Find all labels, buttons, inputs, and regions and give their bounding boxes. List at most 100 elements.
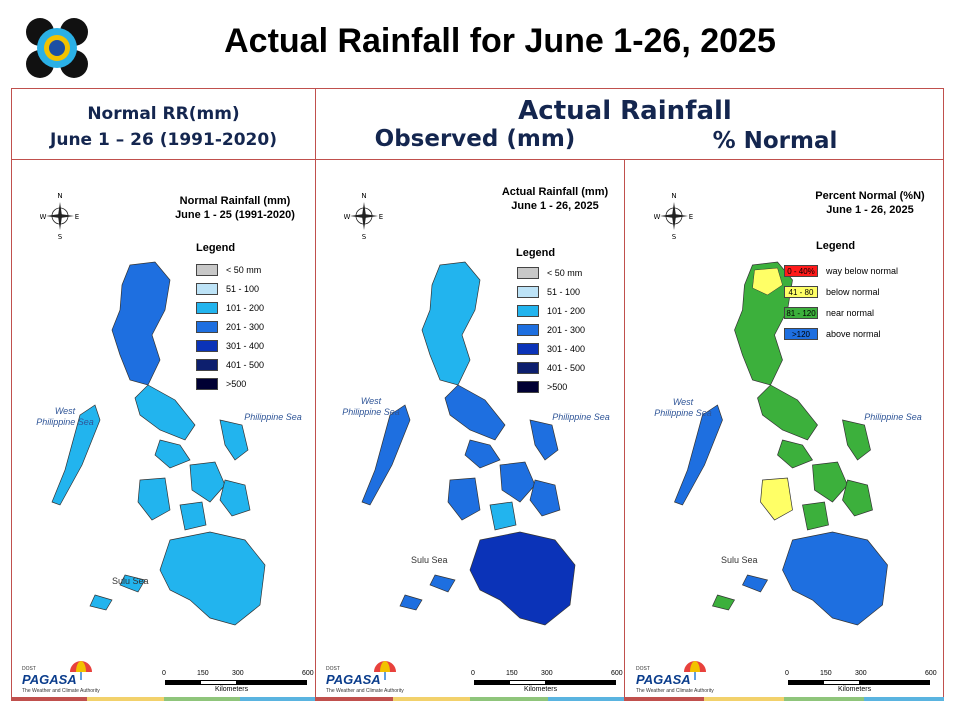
- brand-dost-label: DOST: [22, 666, 36, 672]
- sulu-sea-label: Sulu Sea: [411, 555, 448, 565]
- agency-logo-icon: [22, 16, 92, 80]
- brand-tagline: The Weather and Climate Authority: [22, 688, 100, 694]
- compass-rose-icon: N W E S: [654, 192, 693, 240]
- legend-label: 51 - 100: [547, 287, 581, 297]
- legend-swatch: [196, 359, 218, 371]
- legend-label: way below normal: [826, 266, 899, 276]
- panel3-title-line2: June 1 - 26, 2025: [826, 204, 914, 216]
- region-shape: [399, 594, 423, 611]
- legend-label: below normal: [826, 287, 880, 297]
- region-shape: [137, 477, 171, 521]
- region-shape: [712, 594, 736, 611]
- page-title: Actual Rainfall for June 1-26, 2025: [224, 22, 776, 60]
- region-shape: [674, 404, 723, 506]
- stripe-segment: [392, 697, 470, 701]
- scale-bar-graphic: [474, 680, 616, 685]
- legend-label: < 50 mm: [547, 268, 583, 278]
- region-shape: [464, 439, 501, 469]
- legend-label: >500: [226, 379, 247, 389]
- philippine-sea-label: Philippine Sea: [552, 412, 610, 422]
- legend-item: >500: [196, 377, 246, 391]
- scale-unit-label: Kilometers: [524, 686, 558, 693]
- legend-label: 51 - 100: [226, 284, 260, 294]
- stripe-segment: [864, 697, 944, 701]
- legend-swatch: [196, 340, 218, 352]
- pagasa-brand-3: DOST PAGASA The Weather and Climate Author…: [634, 660, 714, 696]
- scale-tick-label: 600: [302, 670, 314, 677]
- scale-bar-graphic: [165, 680, 307, 685]
- svg-text:E: E: [379, 213, 383, 221]
- scale-tick-label: 0: [785, 670, 789, 677]
- observed-header: Observed (mm): [374, 126, 576, 152]
- sulu-sea-label: Sulu Sea: [721, 555, 758, 565]
- region-shape: [777, 439, 814, 469]
- scale-tick-label: 600: [611, 670, 623, 677]
- region-shape: [812, 461, 848, 503]
- panel2-title-line2: June 1 - 26, 2025: [511, 200, 599, 212]
- west-philippine-sea-label: West Philippine Sea: [342, 396, 400, 417]
- legend-label: near normal: [826, 308, 875, 318]
- stripe-segment: [163, 697, 240, 701]
- legend-label: 201 - 300: [226, 322, 265, 332]
- scale-tick-label: 300: [232, 670, 244, 677]
- brand-name: PAGASA: [326, 672, 381, 687]
- legend-label: 301 - 400: [226, 341, 265, 351]
- region-shape: [842, 419, 871, 461]
- normal-rainfall-map: [51, 261, 266, 626]
- region-shape: [421, 261, 481, 386]
- svg-text:N: N: [671, 192, 676, 200]
- panel1-legend-title: Legend: [196, 242, 236, 254]
- region-shape: [760, 477, 793, 521]
- brand-tagline: The Weather and Climate Authority: [326, 688, 404, 694]
- region-shape: [179, 501, 207, 531]
- legend-swatch: [196, 321, 218, 333]
- region-shape: [134, 384, 196, 441]
- panel1-title-line2: June 1 - 25 (1991-2020): [175, 209, 295, 221]
- scale-tick-label: 0: [471, 670, 475, 677]
- legend-swatch: [196, 302, 218, 314]
- umbrella-icon: [684, 661, 706, 680]
- legend-item: < 50 mm: [196, 263, 261, 277]
- compass-rose-icon: N W E S: [40, 192, 79, 240]
- legend-swatch: >120: [784, 328, 818, 340]
- svg-text:E: E: [689, 213, 693, 221]
- region-shape: [782, 531, 888, 626]
- scale-tick-label: 0: [162, 670, 166, 677]
- legend-item: 0 - 40% way below normal: [784, 264, 898, 278]
- panel3-legend-title: Legend: [816, 240, 856, 252]
- svg-text:S: S: [362, 233, 367, 240]
- pagasa-brand-2: DOST PAGASA The Weather and Climate Author…: [324, 660, 404, 696]
- region-shape: [154, 439, 191, 469]
- panel2-title-line1: Actual Rainfall (mm): [501, 186, 609, 198]
- legend-swatch: [196, 378, 218, 390]
- region-shape: [752, 267, 783, 296]
- panel2-legend-title: Legend: [516, 247, 556, 259]
- legend-item: 51 - 100: [517, 285, 580, 299]
- legend-item: 201 - 300: [196, 320, 264, 334]
- umbrella-icon: [70, 661, 92, 680]
- actual-header: Actual Rainfall: [518, 96, 732, 126]
- legend-swatch: [517, 362, 539, 374]
- region-shape: [489, 501, 517, 531]
- legend-label: 401 - 500: [547, 363, 586, 373]
- panel1-title-line1: Normal Rainfall (mm): [179, 195, 291, 207]
- percent-header: % Normal: [712, 128, 838, 154]
- compass-rose-icon: N W E S: [344, 192, 383, 240]
- svg-text:N: N: [361, 192, 366, 200]
- legend-swatch: [517, 381, 539, 393]
- scale-bar-1: 0 150 300 600 Kilometers: [162, 670, 314, 696]
- legend-swatch: [517, 267, 539, 279]
- scale-tick-label: 600: [925, 670, 937, 677]
- scale-unit-label: Kilometers: [215, 686, 249, 693]
- percent-normal-map: [674, 261, 888, 626]
- scale-tick-label: 150: [197, 670, 209, 677]
- color-stripe-2: [315, 697, 625, 701]
- scale-bar-3: 0 150 300 600 Kilometers: [785, 670, 937, 696]
- legend-item: 101 - 200: [196, 301, 264, 315]
- brand-dost-label: DOST: [636, 666, 650, 672]
- umbrella-icon: [374, 661, 396, 680]
- region-shape: [499, 461, 536, 503]
- legend-label: >500: [547, 382, 568, 392]
- scale-unit-label: Kilometers: [838, 686, 872, 693]
- legend-item: 41 - 80 below normal: [784, 285, 880, 299]
